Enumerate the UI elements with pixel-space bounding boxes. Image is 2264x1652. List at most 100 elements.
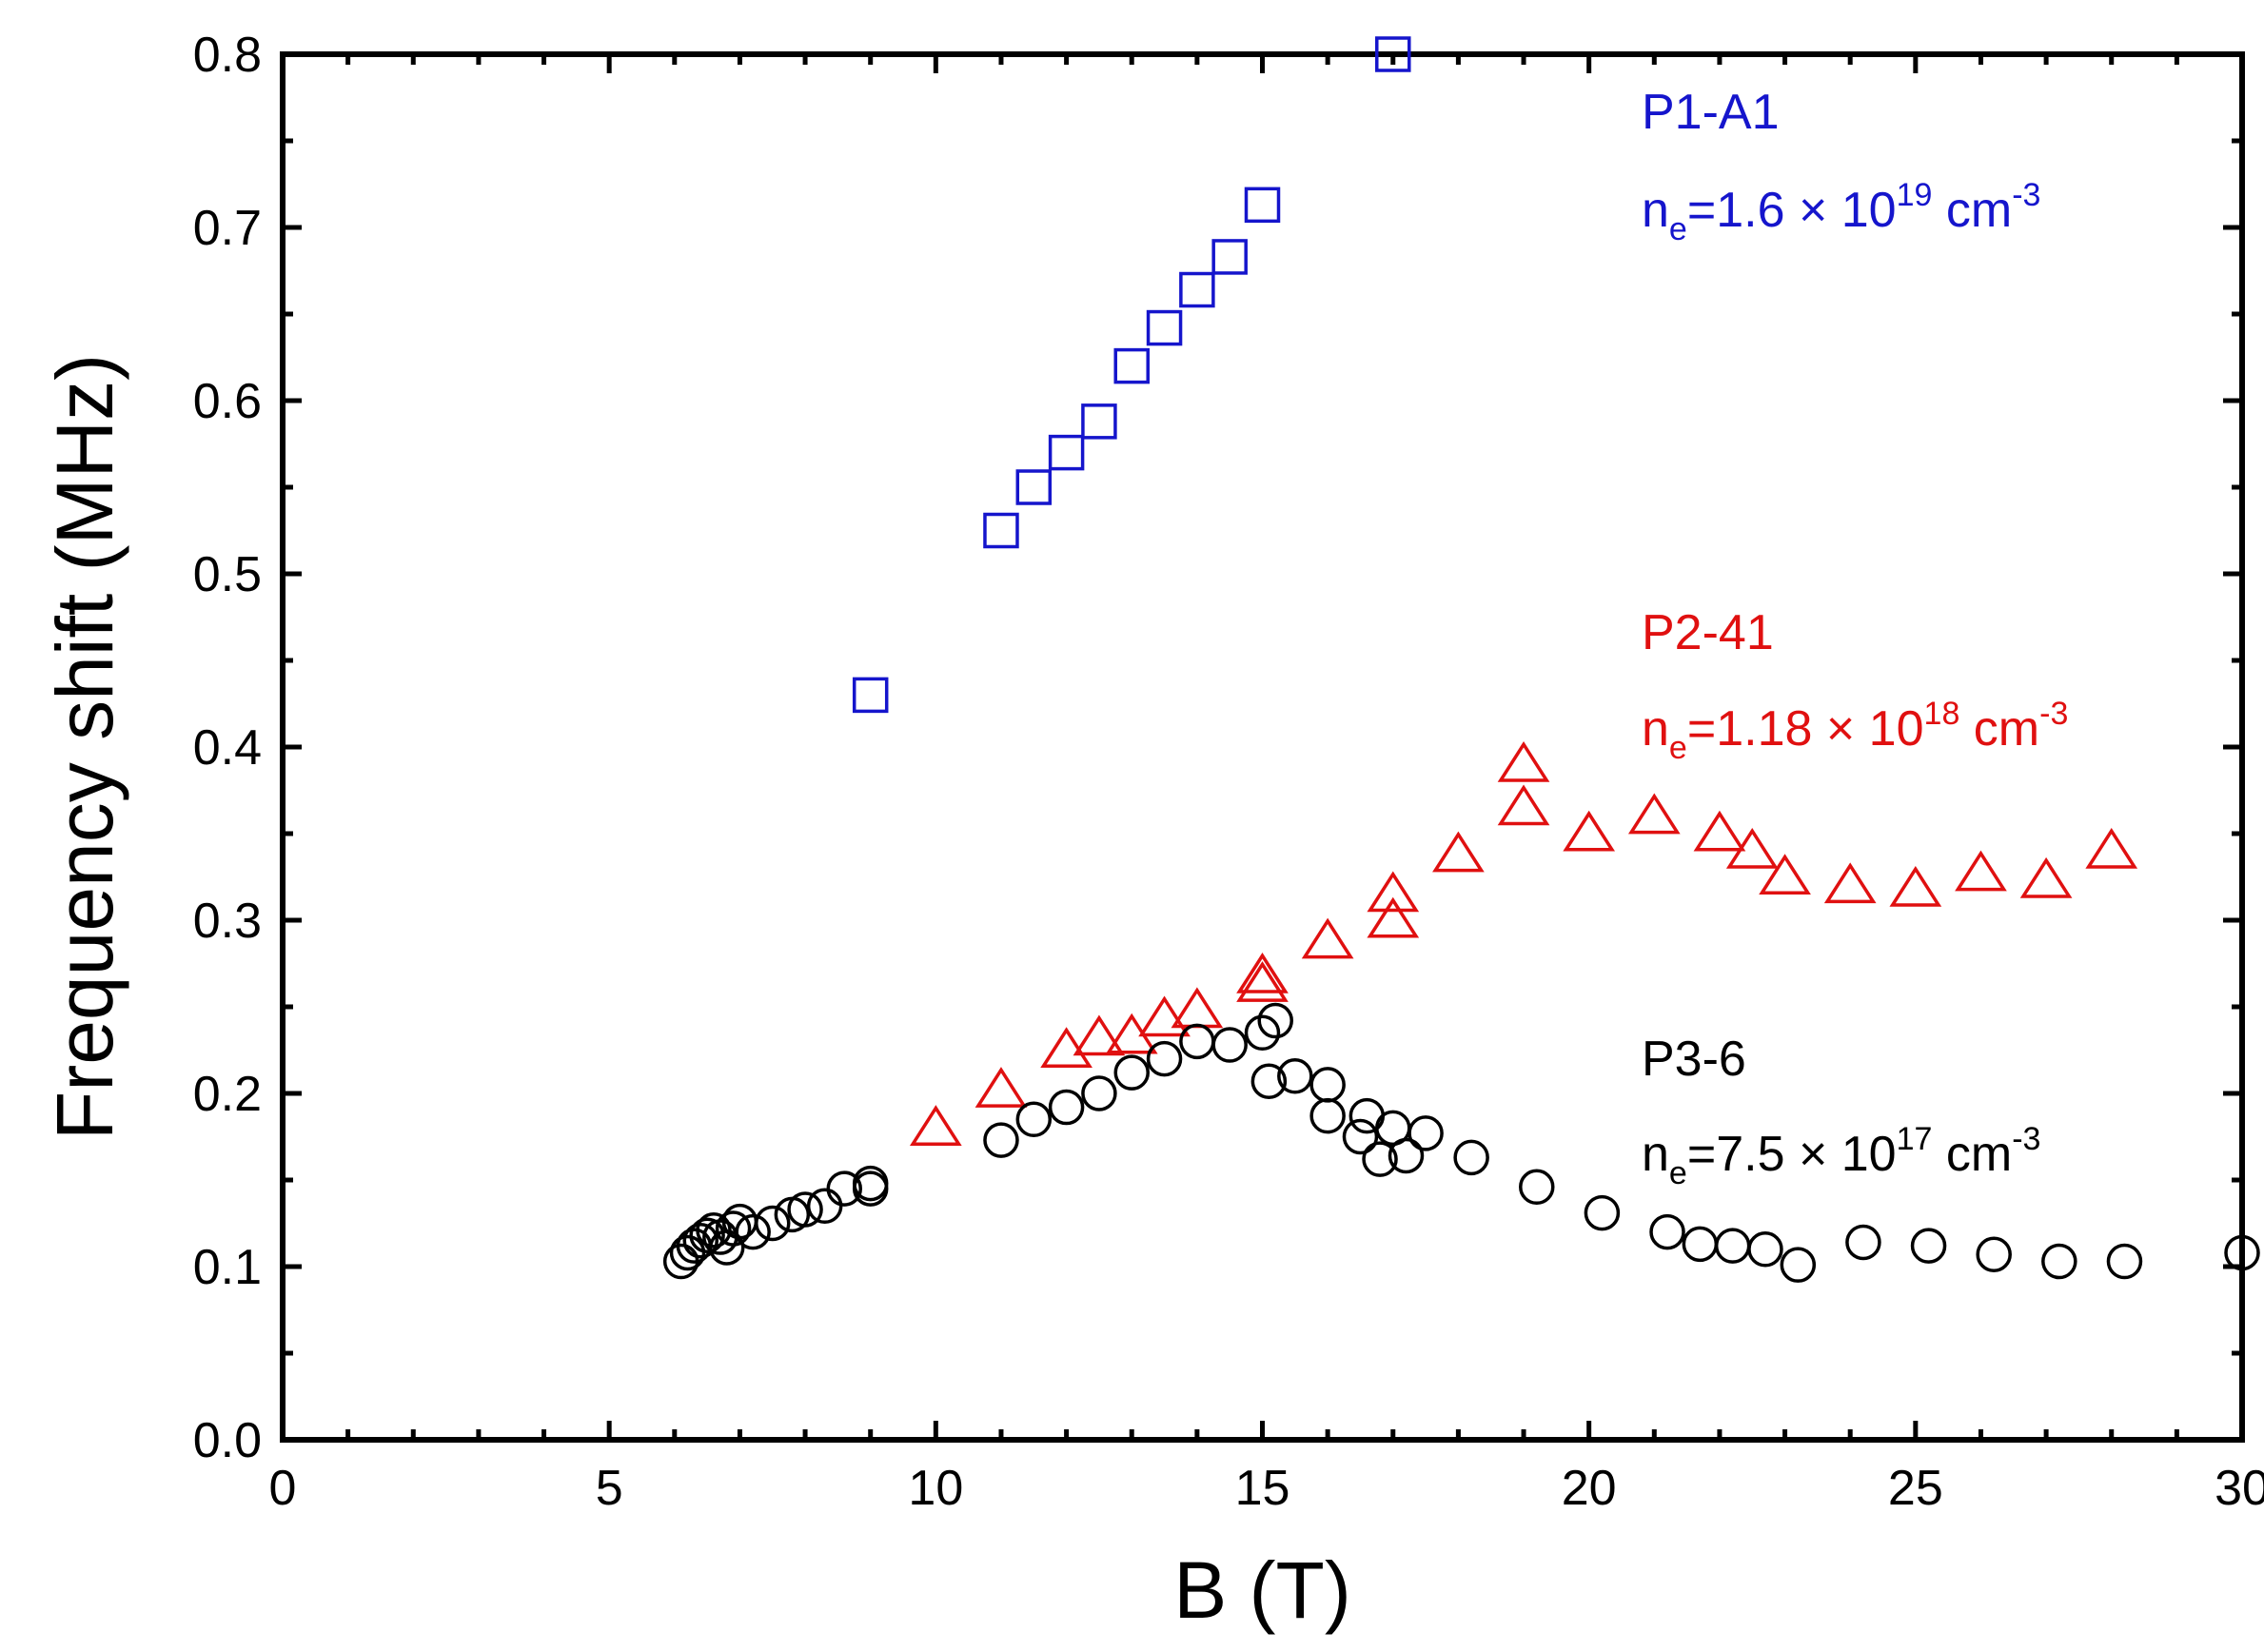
- circle-point: [2224, 1234, 2260, 1271]
- triangle-point: [2019, 856, 2073, 898]
- series-density: ne=1.18 × 1018 cm-3: [1642, 696, 2068, 766]
- triangle-point: [2085, 827, 2138, 869]
- x-tick-label: 25: [1888, 1461, 1943, 1516]
- triangle-point: [1236, 961, 1289, 1002]
- circle-point: [1910, 1228, 1947, 1264]
- square-point: [1146, 309, 1183, 346]
- density-exponent: 19: [1897, 177, 1933, 213]
- circle-point: [1277, 1058, 1313, 1094]
- data-marks: [662, 36, 2260, 1283]
- y-tick-label: 0.2: [193, 1067, 262, 1122]
- series-P2-41: [909, 740, 2138, 1146]
- triangle-point: [1693, 810, 1746, 852]
- circle-point: [826, 1170, 862, 1207]
- square-point: [1113, 347, 1150, 384]
- triangle-point: [1138, 995, 1191, 1037]
- density-unit: cm: [1932, 1127, 2012, 1182]
- y-axis-title: Frequency shift (MHz): [40, 354, 129, 1140]
- square-point: [1211, 239, 1248, 275]
- circle-point: [1048, 1089, 1085, 1126]
- axes: 0 5 10 15 20 25 30 0.0 0.1 0.2 0.3 0.4 0.5 0.6 0.7 0.8: [193, 28, 2264, 1516]
- y-tick-label: 0.5: [193, 547, 262, 602]
- density-symbol: n: [1642, 1127, 1669, 1182]
- circle-point: [1309, 1067, 1346, 1103]
- series-density: ne=7.5 × 1017 cm-3: [1642, 1121, 2040, 1191]
- triangle-point: [1725, 827, 1779, 869]
- circle-point: [1845, 1224, 1881, 1261]
- circle-point: [715, 1210, 752, 1247]
- circle-point: [1257, 1002, 1293, 1039]
- circle-point: [1780, 1247, 1817, 1283]
- density-unit: cm: [1932, 183, 2012, 238]
- circle-point: [1388, 1137, 1425, 1174]
- circle-point: [689, 1217, 725, 1253]
- y-tick-label: 0.8: [193, 28, 262, 83]
- circle-point: [1342, 1118, 1379, 1155]
- x-tick-label: 10: [908, 1461, 963, 1516]
- y-tick-label: 0.7: [193, 201, 262, 256]
- triangle-point: [1171, 987, 1224, 1029]
- series-label: P2-41: [1642, 605, 1774, 660]
- circle-point: [1244, 1014, 1281, 1052]
- triangle-point: [1301, 917, 1354, 959]
- plot-frame: [280, 51, 2245, 1443]
- density-subscript: e: [1669, 211, 1687, 247]
- x-tick-label: 5: [596, 1461, 623, 1516]
- triangle-point: [1889, 865, 1942, 907]
- circle-point: [1584, 1194, 1621, 1231]
- density-exponent: 17: [1897, 1121, 1933, 1157]
- density-unit: cm: [1959, 701, 2039, 757]
- x-tick-label: 15: [1235, 1461, 1290, 1516]
- square-point: [1375, 36, 1411, 72]
- circle-point: [682, 1222, 719, 1259]
- x-axis-title: B (T): [1173, 1545, 1351, 1635]
- triangle-point: [1073, 1014, 1126, 1056]
- series-P3-6: [662, 1002, 2260, 1283]
- triangle-point: [1367, 896, 1420, 938]
- series-label: P1-A1: [1642, 85, 1780, 140]
- circle-point: [2041, 1243, 2077, 1280]
- triangle-point: [1236, 952, 1289, 993]
- circle-point: [983, 1122, 1019, 1158]
- circle-point: [1682, 1226, 1719, 1263]
- circle-point: [1519, 1169, 1555, 1206]
- triangle-point: [1497, 740, 1550, 782]
- triangle-point: [1563, 810, 1616, 852]
- circle-point: [1649, 1213, 1685, 1250]
- triangle-point: [1497, 784, 1550, 826]
- square-point: [1081, 403, 1117, 440]
- square-point: [852, 677, 889, 714]
- triangle-point: [1040, 1027, 1093, 1069]
- x-tick-label: 30: [2215, 1461, 2264, 1516]
- circle-point: [1362, 1141, 1398, 1177]
- series-label: P3-6: [1642, 1032, 1746, 1087]
- triangle-point: [1759, 854, 1811, 895]
- series-density: ne=1.6 × 1019 cm-3: [1642, 177, 2040, 247]
- circle-point: [1211, 1027, 1248, 1063]
- triangle-point: [1432, 831, 1485, 873]
- circle-point: [755, 1205, 791, 1242]
- triangle-point: [1627, 793, 1681, 835]
- density-exponent: 18: [1924, 696, 1960, 732]
- circle-point: [1747, 1231, 1783, 1268]
- triangle-point: [1823, 862, 1877, 904]
- circle-point: [1408, 1115, 1444, 1151]
- density-value: =1.6 × 10: [1687, 183, 1897, 238]
- circle-point: [2106, 1243, 2143, 1280]
- circle-point: [1081, 1075, 1117, 1111]
- circle-point: [1309, 1097, 1346, 1134]
- x-tick-label: 20: [1562, 1461, 1617, 1516]
- y-tick-label: 0.4: [193, 720, 262, 776]
- triangle-point: [975, 1067, 1028, 1108]
- density-subscript: e: [1669, 1155, 1687, 1191]
- y-tick-label: 0.6: [193, 374, 262, 429]
- circle-point: [1015, 1101, 1053, 1138]
- circle-point: [1179, 1023, 1215, 1060]
- y-tick-label: 0.3: [193, 894, 262, 949]
- density-unit-exponent: -3: [2012, 177, 2040, 213]
- density-subscript: e: [1669, 730, 1687, 766]
- triangle-point: [1367, 871, 1420, 913]
- circle-point: [852, 1170, 889, 1207]
